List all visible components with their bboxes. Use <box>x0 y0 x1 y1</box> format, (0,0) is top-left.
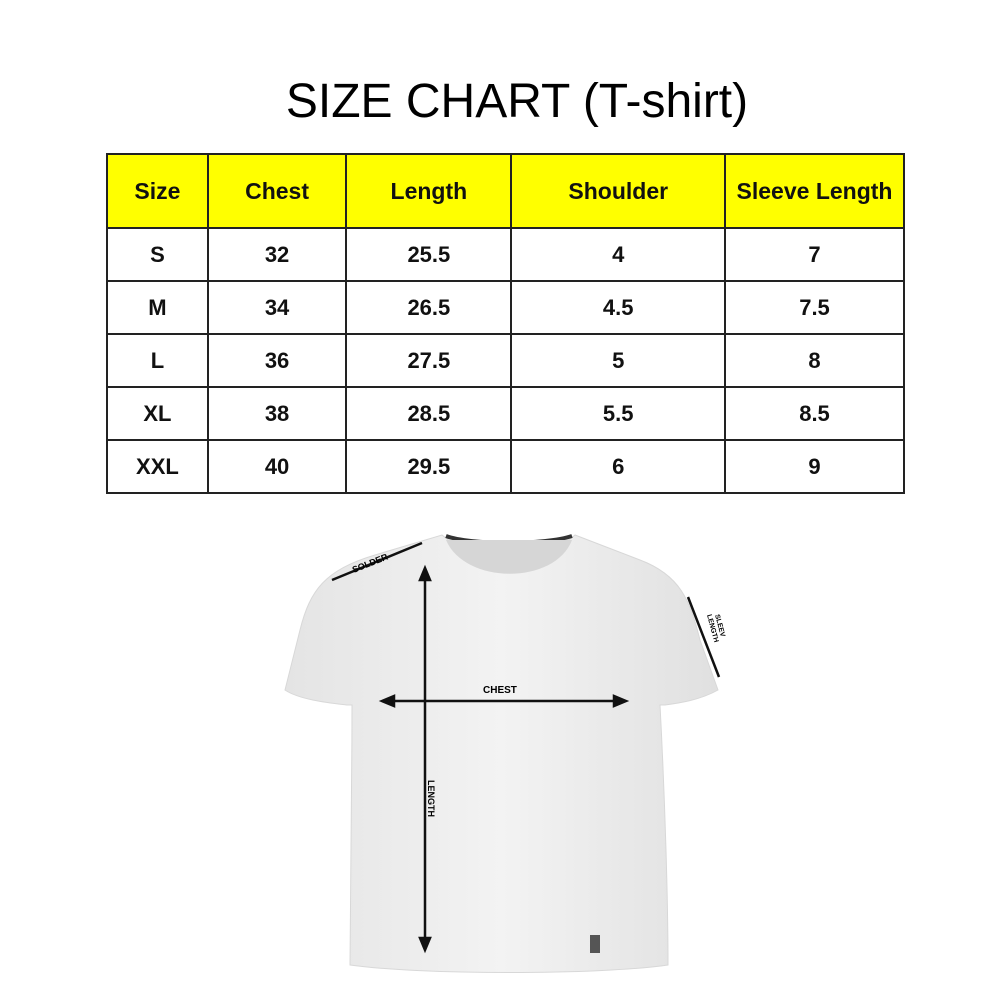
table-row: XXL 40 29.5 6 9 <box>106 439 905 494</box>
table-cell: 34 <box>206 280 348 335</box>
table-cell: 36 <box>206 333 348 388</box>
header-cell: Size <box>106 153 209 229</box>
table-cell: 4.5 <box>510 280 726 335</box>
table-cell: 9 <box>724 439 905 494</box>
table-cell: 29.5 <box>345 439 513 494</box>
table-cell: 40 <box>206 439 348 494</box>
chest-label: CHEST <box>483 685 517 696</box>
table-cell: 7 <box>724 227 905 282</box>
table-cell: 28.5 <box>345 386 513 441</box>
table-cell: XXL <box>106 439 209 494</box>
table-cell: XL <box>106 386 209 441</box>
table-cell: 6 <box>510 439 726 494</box>
table-row: S 32 25.5 4 7 <box>106 227 905 282</box>
tshirt-body <box>284 534 719 973</box>
table-row: L 36 27.5 5 8 <box>106 333 905 388</box>
table-cell: M <box>106 280 209 335</box>
table-row: XL 38 28.5 5.5 8.5 <box>106 386 905 441</box>
table-cell: 5.5 <box>510 386 726 441</box>
header-cell: Length <box>345 153 513 229</box>
table-cell: 27.5 <box>345 333 513 388</box>
table-cell: 26.5 <box>345 280 513 335</box>
size-table: Size Chest Length Shoulder Sleeve Length… <box>106 153 905 494</box>
table-cell: 8.5 <box>724 386 905 441</box>
header-cell: Chest <box>206 153 348 229</box>
table-cell: 5 <box>510 333 726 388</box>
header-cell: Sleeve Length <box>724 153 905 229</box>
length-label: LENGTH <box>426 780 436 817</box>
table-cell: 4 <box>510 227 726 282</box>
table-cell: 7.5 <box>724 280 905 335</box>
table-cell: 8 <box>724 333 905 388</box>
table-cell: S <box>106 227 209 282</box>
table-cell: 25.5 <box>345 227 513 282</box>
table-cell: 38 <box>206 386 348 441</box>
tag-icon <box>590 935 600 953</box>
table-cell: 32 <box>206 227 348 282</box>
table-row: M 34 26.5 4.5 7.5 <box>106 280 905 335</box>
table-cell: L <box>106 333 209 388</box>
table-header-row: Size Chest Length Shoulder Sleeve Length <box>106 153 905 229</box>
header-cell: Shoulder <box>510 153 726 229</box>
page-title: SIZE CHART (T-shirt) <box>285 75 749 128</box>
